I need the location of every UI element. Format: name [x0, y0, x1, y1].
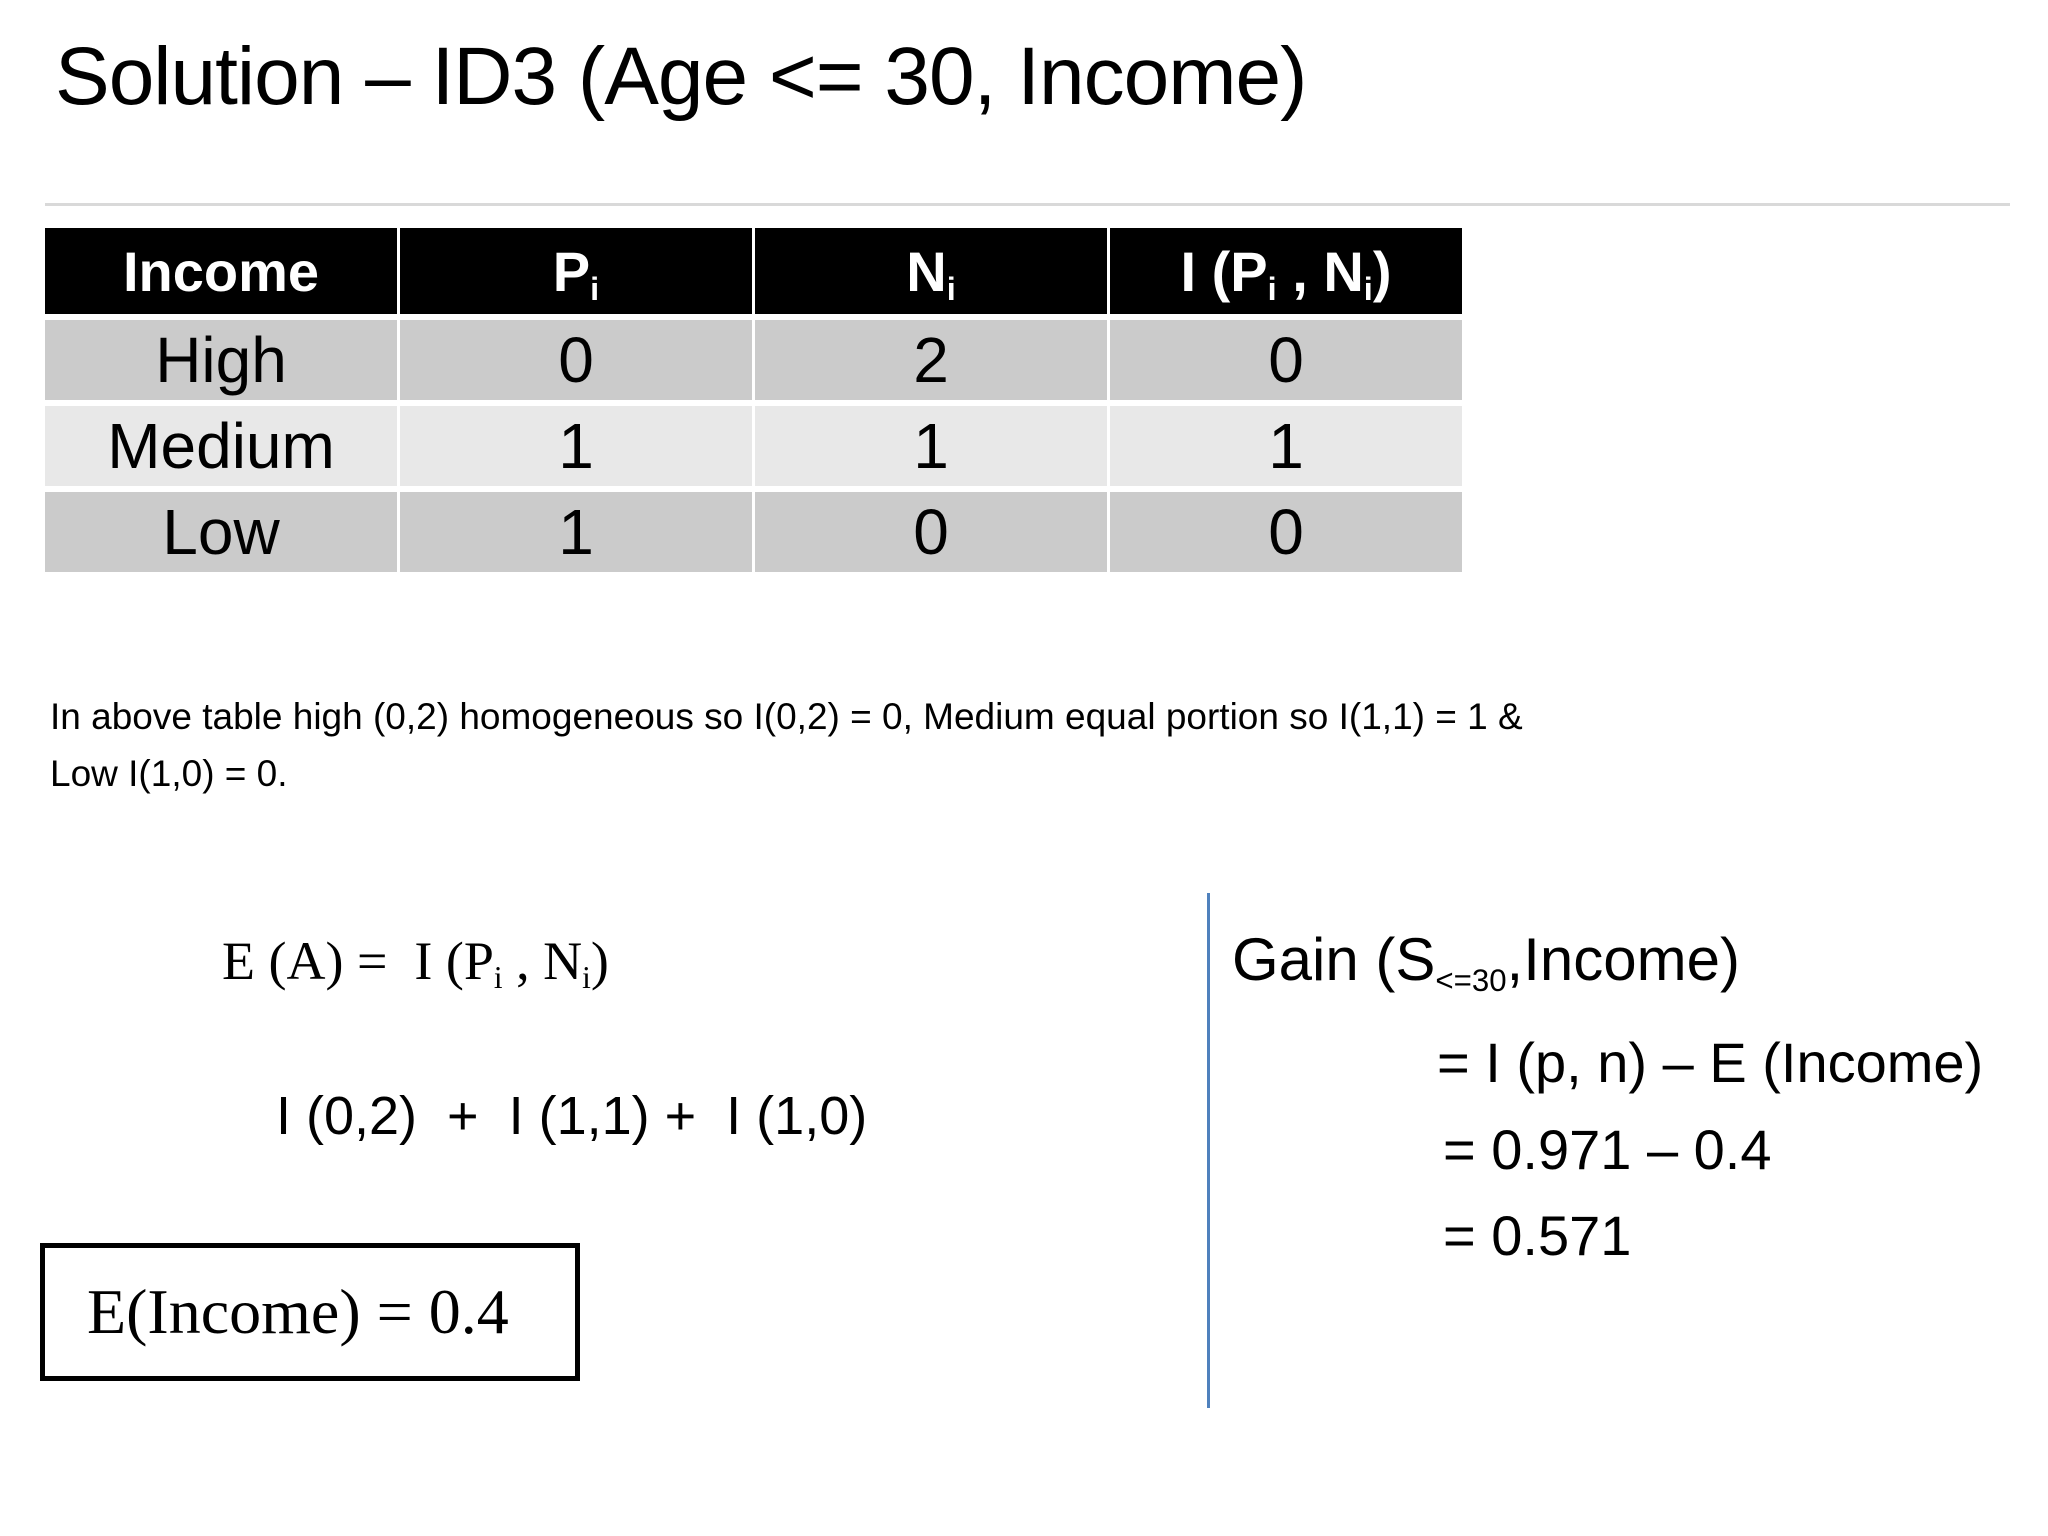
header-ipini-s2: i: [1363, 271, 1373, 308]
gain-formula-line4: = 0.571: [1443, 1204, 1632, 1267]
cell-ni: 2: [755, 320, 1107, 400]
cell-income: Medium: [45, 406, 397, 486]
entropy-formula-p3: ): [590, 931, 609, 991]
gain-head-p1: Gain (S: [1232, 926, 1436, 993]
information-sum-formula: I (0,2) + I (1,1) + I (1,0): [276, 1086, 868, 1146]
page-title: Solution – ID3 (Age <= 30, Income): [55, 31, 1307, 122]
cell-pi: 1: [400, 492, 752, 572]
result-box-text: E(Income) = 0.4: [87, 1276, 509, 1347]
table-row: High 0 2 0: [45, 320, 1462, 400]
cell-income: Low: [45, 492, 397, 572]
cell-income: High: [45, 320, 397, 400]
cell-pi: 1: [400, 406, 752, 486]
header-ipini-p1: I (P: [1180, 239, 1268, 303]
gain-head-p2: ,Income): [1506, 926, 1740, 993]
gain-formula-line3: = 0.971 – 0.4: [1443, 1118, 1772, 1181]
table-header-row: Income Pi Ni I (Pi , Ni): [45, 228, 1462, 314]
cell-ipini: 0: [1110, 320, 1462, 400]
entropy-formula-s1: i: [493, 960, 503, 996]
cell-ipini: 0: [1110, 492, 1462, 572]
header-ipini-s1: i: [1267, 271, 1277, 308]
header-cell-income: Income: [45, 228, 397, 314]
result-box: E(Income) = 0.4: [40, 1243, 580, 1381]
entropy-formula-p1: E (A) = I (P: [222, 931, 494, 991]
header-ipini-p3: ): [1372, 239, 1392, 303]
entropy-formula-p2: , N: [502, 931, 583, 991]
income-entropy-table: Income Pi Ni I (Pi , Ni) High 0 2 0 Medi…: [42, 222, 1465, 578]
header-income-label: Income: [122, 239, 320, 303]
entropy-formula: E (A) = I (Pi , Ni): [222, 930, 609, 996]
header-ipini-p2: , N: [1276, 239, 1364, 303]
cell-ni: 1: [755, 406, 1107, 486]
vertical-divider-line: [1207, 893, 1210, 1408]
header-cell-ni: Ni: [755, 228, 1107, 314]
header-pi-sub: i: [590, 271, 600, 308]
entropy-formula-s2: i: [582, 960, 591, 996]
table-row: Low 1 0 0: [45, 492, 1462, 572]
table-row: Medium 1 1 1: [45, 406, 1462, 486]
cell-ni: 0: [755, 492, 1107, 572]
gain-formula-head: Gain (S<=30,Income): [1232, 925, 1740, 998]
header-cell-ipini: I (Pi , Ni): [1110, 228, 1462, 314]
header-cell-pi: Pi: [400, 228, 752, 314]
cell-ipini: 1: [1110, 406, 1462, 486]
title-divider: [45, 203, 2010, 206]
cell-pi: 0: [400, 320, 752, 400]
header-ni-base: N: [906, 239, 947, 303]
note-text: In above table high (0,2) homogeneous so…: [50, 696, 1523, 795]
header-ni-sub: i: [946, 271, 956, 308]
gain-formula-line2: = I (p, n) – E (Income): [1437, 1031, 1984, 1094]
header-pi-base: P: [552, 239, 591, 303]
gain-head-sub: <=30: [1435, 962, 1507, 998]
